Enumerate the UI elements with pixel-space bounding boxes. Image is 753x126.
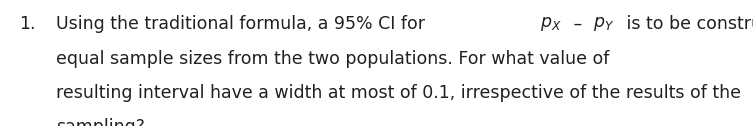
Text: $p_X$: $p_X$ xyxy=(540,15,561,33)
Text: equal sample sizes from the two populations. For what value of: equal sample sizes from the two populati… xyxy=(56,50,615,68)
Text: resulting interval have a width at most of 0.1, irrespective of the results of t: resulting interval have a width at most … xyxy=(56,84,742,102)
Text: $p_Y$: $p_Y$ xyxy=(593,15,614,33)
Text: is to be constructed based on: is to be constructed based on xyxy=(620,15,753,33)
Text: –: – xyxy=(568,15,587,33)
Text: sampling?: sampling? xyxy=(56,118,145,126)
Text: Using the traditional formula, a 95% CI for: Using the traditional formula, a 95% CI … xyxy=(56,15,431,33)
Text: 1.: 1. xyxy=(19,15,35,33)
